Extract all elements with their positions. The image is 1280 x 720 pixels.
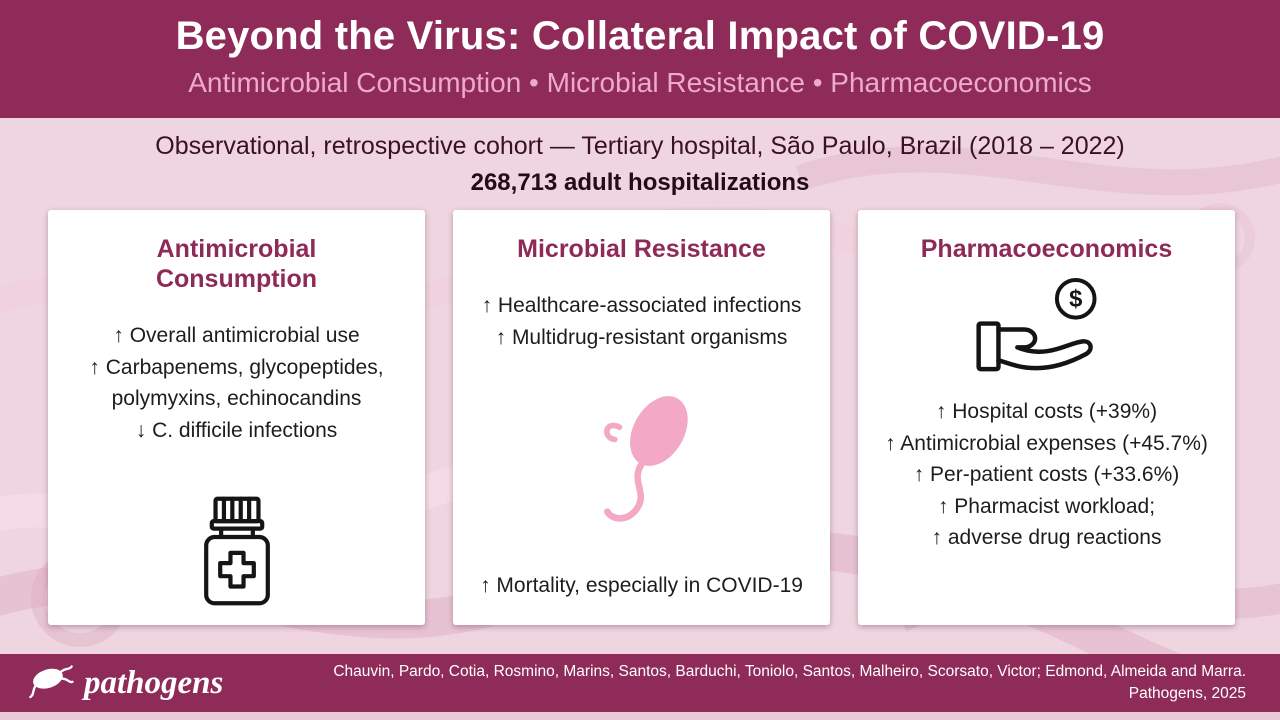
card-title-microbial-resistance: Microbial Resistance [517, 235, 766, 263]
card-pharmacoeconomics: Pharmacoeconomics $ ↑ Hospital costs (+3… [858, 210, 1235, 625]
study-population-text: 268,713 adult hospitalizations [470, 169, 810, 196]
bacterium-icon [567, 353, 717, 570]
finding-line: ↑ Multidrug-resistant organisms [495, 325, 788, 349]
footer-banner: pathogens Chauvin, Pardo, Cotia, Rosmino… [0, 654, 1280, 712]
study-design-text: Observational, retrospective cohort — Te… [155, 132, 1125, 160]
journal-name: pathogens [84, 664, 224, 701]
study-summary: Observational, retrospective cohort — Te… [0, 132, 1280, 197]
journal-logo: pathogens [28, 660, 223, 707]
finding-line: ↑ adverse drug reactions [931, 526, 1162, 549]
card-microbial-resistance: Microbial Resistance ↑ Healthcare-associ… [453, 210, 830, 625]
bottom-strip [0, 712, 1280, 720]
finding-line: ↓ C. difficile infections [135, 418, 338, 442]
card-antimicrobial-consumption: Antimicrobial Consumption ↑ Overall anti… [48, 210, 425, 625]
page-subtitle: Antimicrobial Consumption • Microbial Re… [188, 67, 1092, 98]
card-title-antimicrobial-consumption: Antimicrobial Consumption [155, 235, 318, 293]
finding-line: ↑ Mortality, especially in COVID-19 [480, 573, 803, 597]
page-title: Beyond the Virus: Collateral Impact of C… [175, 14, 1105, 58]
card-title-pharmacoeconomics: Pharmacoeconomics [920, 235, 1173, 263]
cards-row: Antimicrobial Consumption ↑ Overall anti… [48, 210, 1235, 625]
finding-line: ↑ Hospital costs (+39%) [935, 400, 1158, 423]
finding-line: ↑ Carbapenems, glycopeptides, polymyxins… [89, 355, 384, 411]
finding-line: ↑ Healthcare-associated infections [481, 294, 802, 317]
dollar-sign: $ [1069, 286, 1082, 313]
header-banner: Beyond the Virus: Collateral Impact of C… [0, 0, 1280, 118]
card-findings: ↑ Overall antimicrobial use ↑ Carbapenem… [66, 320, 407, 446]
bacteriophage-icon [28, 660, 74, 707]
finding-line: ↑ Pharmacist workload; [937, 494, 1156, 518]
coin-in-hand-icon: $ [971, 276, 1123, 380]
finding-line: ↑ Overall antimicrobial use [113, 324, 360, 347]
medicine-bottle-icon [189, 495, 285, 607]
card-findings: ↑ Hospital costs (+39%) ↑ Antimicrobial … [885, 396, 1208, 554]
card-findings: ↑ Healthcare-associated infections ↑ Mul… [482, 290, 802, 353]
finding-line: ↑ Antimicrobial expenses (+45.7%) [885, 431, 1208, 455]
finding-line: ↑ Per-patient costs (+33.6%) [913, 463, 1180, 486]
citation-text: Chauvin, Pardo, Cotia, Rosmino, Marins, … [333, 662, 1246, 702]
card-findings: ↑ Mortality, especially in COVID-19 [480, 570, 803, 602]
